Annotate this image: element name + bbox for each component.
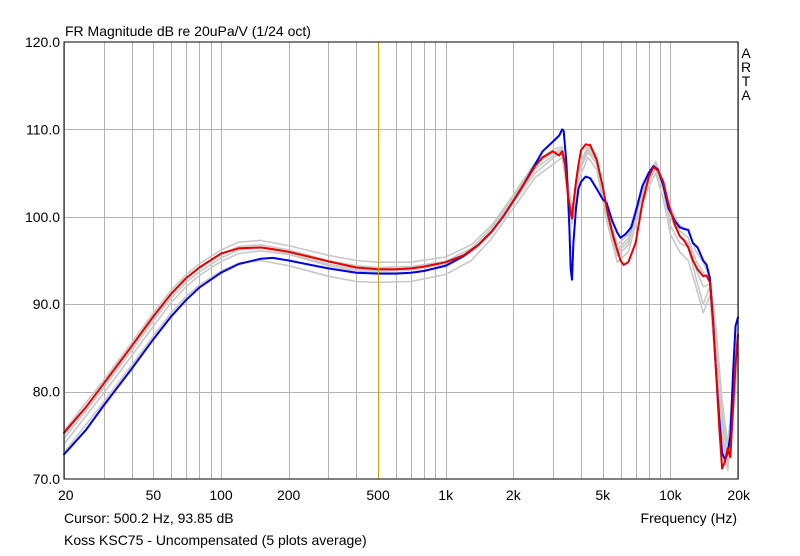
x-tick-label: 5k bbox=[595, 487, 611, 503]
series-line-red bbox=[63, 143, 739, 470]
y-tick-label: 120.0 bbox=[25, 34, 60, 50]
brand-letter: A bbox=[741, 45, 751, 61]
y-tick-label: 110.0 bbox=[26, 121, 60, 137]
x-tick-label: 1k bbox=[438, 487, 454, 503]
y-tick-label: 100.0 bbox=[25, 209, 60, 225]
series-group bbox=[63, 128, 739, 472]
x-tick-label: 500 bbox=[366, 487, 390, 503]
y-tick-label: 80.0 bbox=[33, 384, 60, 400]
brand-letter: T bbox=[742, 73, 751, 89]
x-tick-label: 100 bbox=[209, 487, 233, 503]
x-tick-label: 2k bbox=[506, 487, 522, 503]
series-line-blue bbox=[63, 128, 739, 461]
brand-letter: R bbox=[741, 59, 751, 75]
cursor-readout: Cursor: 500.2 Hz, 93.85 dB bbox=[64, 510, 234, 526]
x-axis-label: Frequency (Hz) bbox=[641, 510, 737, 526]
y-tick-label: 90.0 bbox=[33, 296, 60, 312]
x-tick-label: 20 bbox=[58, 487, 74, 503]
footer-caption: Koss KSC75 - Uncompensated (5 plots aver… bbox=[64, 532, 367, 548]
chart-title: FR Magnitude dB re 20uPa/V (1/24 oct) bbox=[65, 23, 311, 39]
x-tick-label: 10k bbox=[659, 487, 683, 503]
plot-frame bbox=[63, 41, 739, 480]
axes: 70.0 80.0 90.0 100.0 110.0 120.0 20 50 100 200 500… bbox=[25, 34, 751, 503]
x-tick-label: 200 bbox=[277, 487, 301, 503]
x-tick-label: 50 bbox=[146, 487, 162, 503]
y-tick-label: 70.0 bbox=[33, 471, 60, 487]
brand-letter: A bbox=[741, 87, 751, 103]
x-tick-label: 20k bbox=[727, 487, 751, 503]
